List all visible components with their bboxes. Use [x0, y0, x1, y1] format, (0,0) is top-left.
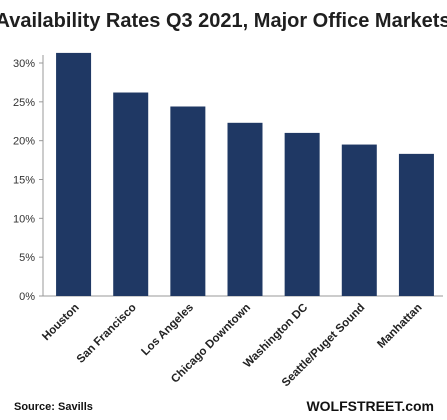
y-tick-label: 10%	[13, 213, 35, 225]
bar-chicago-downtown	[227, 122, 263, 296]
y-tick-label: 5%	[19, 252, 35, 264]
category-label: Los Angeles	[139, 302, 196, 359]
y-tick-label: 30%	[13, 58, 35, 70]
y-axis-ticks: 0% 5% 10% 15% 20% 25% 30%	[13, 58, 43, 303]
brand-watermark: WOLFSTREET.com	[306, 398, 434, 414]
chart-title: Availability Rates Q3 2021, Major Office…	[0, 10, 447, 32]
bar-series	[56, 52, 434, 296]
category-label: Manhattan	[375, 302, 424, 351]
y-tick-label: 20%	[13, 136, 35, 148]
category-label: San Francisco	[75, 302, 139, 366]
source-note: Source: Savills	[14, 401, 93, 413]
y-tick-label: 15%	[13, 175, 35, 187]
category-label: Houston	[40, 302, 81, 343]
bar-manhattan	[398, 153, 434, 296]
bar-washington-dc	[284, 132, 320, 296]
bar-san-francisco	[113, 92, 149, 296]
bar-houston	[56, 52, 92, 296]
bar-los-angeles	[170, 106, 206, 296]
y-tick-label: 0%	[19, 291, 35, 303]
y-tick-label: 25%	[13, 97, 35, 109]
bar-seattle-puget-sound	[341, 144, 377, 296]
